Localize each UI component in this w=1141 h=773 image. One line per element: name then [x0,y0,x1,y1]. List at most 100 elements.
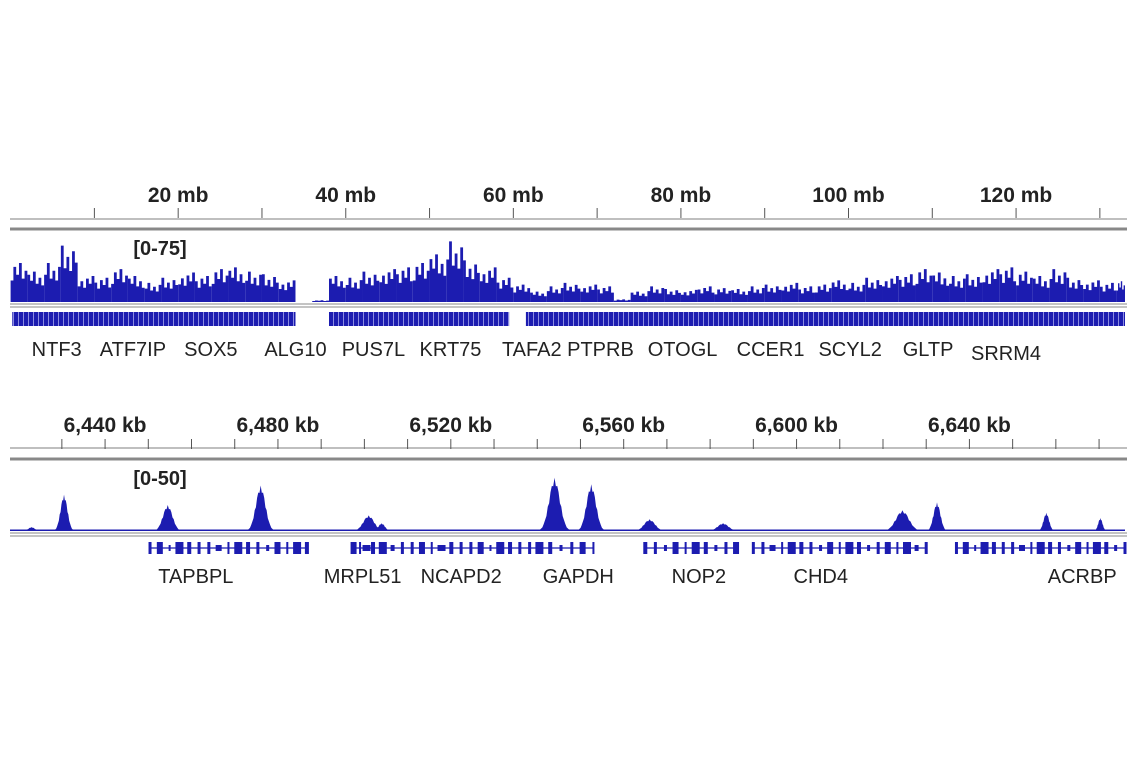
gene-label: TAPBPL [158,566,233,588]
signal-bar [680,289,698,302]
gene-label: OTOGL [648,339,718,361]
gene-exon [437,545,446,551]
gene-label: ACRBP [1048,566,1117,588]
tick-label: 120 mb [980,184,1052,207]
signal-peak [1037,512,1055,531]
data-range-label: [0-75] [133,238,186,260]
signal-bar [1116,281,1125,302]
signal-peak [1093,518,1107,531]
gene-label: MRPL51 [324,566,402,588]
gene-exon [286,542,289,554]
gapdh-locus-panel: 6,440 kb 6,480 kb 6,520 kb 6,560 kb 6,600 kb… [10,414,1127,588]
gene-exon [359,542,362,554]
signal-bar [479,267,497,302]
signal-bar [597,286,614,302]
gene-feature-block [329,312,510,326]
signal-bar [814,284,832,302]
signal-bar [764,284,782,302]
signal-bar [261,274,279,302]
signal-bar [446,241,464,302]
gene-label: SRRM4 [971,343,1041,365]
signal-peak [538,477,571,531]
gene-label: SCYL2 [818,339,881,361]
gene-exon [168,545,171,551]
signal-bar [513,284,531,302]
signal-peak [53,494,75,531]
signal-bar [781,282,799,302]
gene-label: TAFA2 [502,339,562,361]
signal-peak [706,523,740,531]
signal-bar [77,276,95,302]
gene-exon [884,542,891,554]
gene-label: NTF3 [32,339,82,361]
signal-bar [194,276,212,302]
signal-bar [396,267,413,302]
signal-bar [999,267,1017,302]
gene-exon [1075,542,1082,554]
gene-exon [672,542,679,554]
signal-bar [882,276,899,302]
gene-exon [449,542,454,554]
gene-exon [548,542,553,554]
gene-exon [902,542,911,554]
gene-exon [954,542,958,554]
gene-exon [809,542,813,554]
gene-exon [430,542,433,554]
signal-bar [362,271,380,302]
gene-exon [535,542,544,554]
gene-exon [477,542,484,554]
gene-exon [592,542,595,554]
gene-exon [974,545,977,551]
signal-bar [178,272,195,302]
signal-bar [932,272,950,302]
gene-exon [1104,542,1109,554]
gene-exon [378,542,387,554]
signal-bar [111,269,128,302]
signal-bar [697,286,715,302]
signal-bar [580,284,598,302]
gene-exon [410,542,414,554]
signal-bar [329,276,346,302]
signal-bar [731,289,748,302]
gene-label: ALG10 [264,339,326,361]
gene-exon [362,545,371,551]
gene-exon [781,542,784,554]
gene-feature-block [12,312,296,326]
gene-exon [799,542,804,554]
gene-label: SOX5 [184,339,237,361]
tick-label: 6,520 kb [409,414,492,437]
gene-exon [1057,542,1061,554]
data-range-label: [0-50] [133,468,186,490]
signal-bar [379,269,397,302]
gene-exon [156,542,163,554]
gene-exon [215,545,222,551]
gene-exon [663,545,667,551]
gene-label: NOP2 [672,566,726,588]
gene-exon [469,542,473,554]
signal-bar [345,277,363,302]
gene-exon [570,542,574,554]
signal-bar [463,260,480,302]
gene-exon [924,542,928,554]
gene-exon [787,542,796,554]
signal-bar [127,276,145,302]
tick-label: 6,600 kb [755,414,838,437]
gene-exon [489,545,492,551]
signal-bar [798,286,815,302]
signal-bar [647,286,665,302]
signal-bar [664,289,681,302]
gene-exon [1123,542,1127,554]
gene-label: ATF7IP [100,339,166,361]
signal-bar [714,288,732,302]
signal-bar [1066,277,1084,302]
gene-exon [703,542,708,554]
gene-exon [724,542,728,554]
gene-exon [845,542,854,554]
gene-exon [827,542,834,554]
gene-exon [304,542,309,554]
gene-exon [1036,542,1045,554]
gene-exon [559,545,563,551]
genome-wide-panel: 20 mb 40 mb 60 mb 80 mb 100 mb 120 mb [0-75] NT… [10,184,1127,365]
signal-bar [965,274,983,302]
signal-bar [530,291,547,302]
